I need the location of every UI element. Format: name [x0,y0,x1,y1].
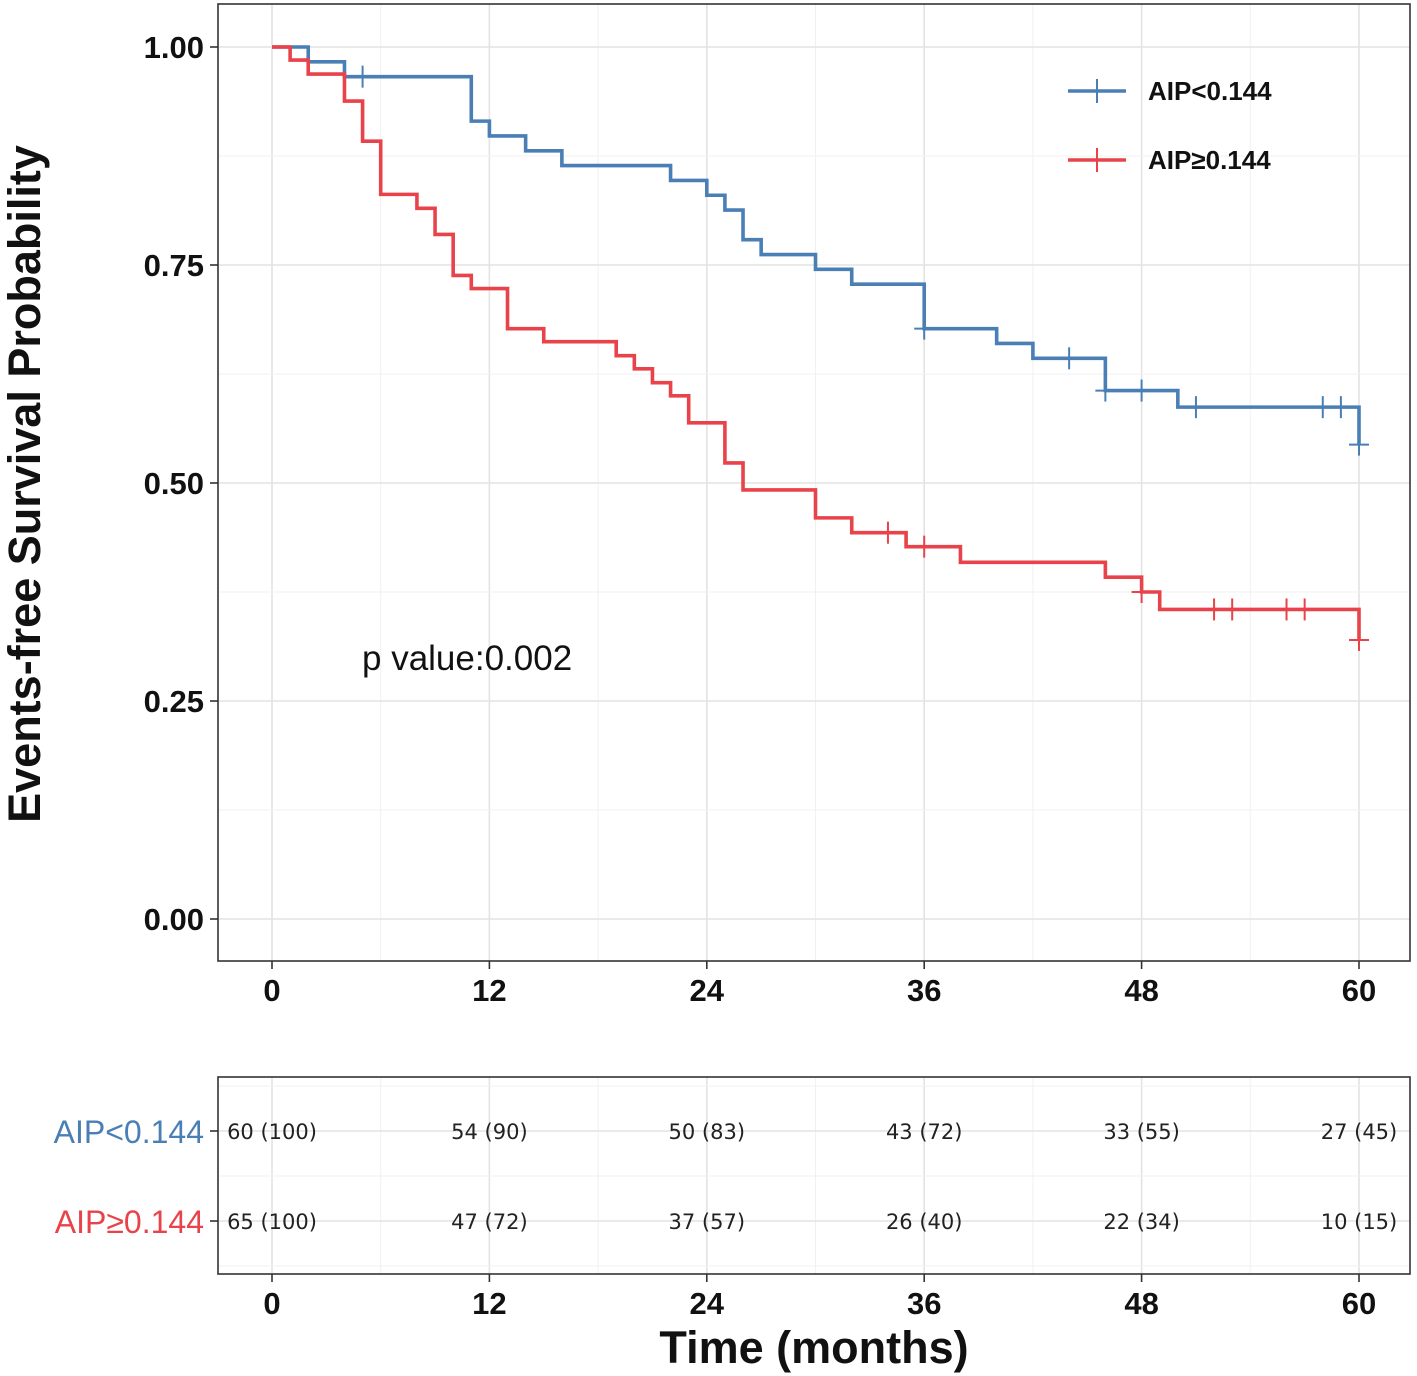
risk-strata-label: AIP≥0.144 [55,1204,204,1240]
risk-cell: 10 (15) [1321,1210,1398,1234]
risk-x-tick-label: 12 [472,1286,506,1321]
risk-cell: 50 (83) [669,1120,746,1144]
risk-table-panel: 60 (100) 54 (90) 50 (83) 43 (72) 33 (55) 27 (… [54,1076,1411,1373]
y-axis-title: Events-free Survival Probability [0,145,50,823]
legend: AIP<0.144 AIP≥0.144 [1068,76,1272,175]
survival-curves [272,45,1369,651]
y-tick-label: 0.00 [144,902,204,937]
x-tick-label: 24 [690,973,725,1008]
x-tick-label: 48 [1124,973,1158,1008]
risk-table-gridlines [218,1077,1410,1274]
survival-plot-panel: 0.00 0.25 0.50 0.75 1.00 0 12 24 36 48 60 p value… [0,3,1411,1008]
risk-cell: 65 (100) [227,1210,317,1234]
y-tick-label: 0.50 [144,466,204,501]
risk-table-strata-labels: AIP<0.144 AIP≥0.144 [54,1114,218,1240]
risk-x-tick-label: 36 [907,1286,941,1321]
risk-cell: 26 (40) [886,1210,963,1234]
risk-cell: 54 (90) [451,1120,528,1144]
risk-x-tick-label: 48 [1124,1286,1158,1321]
p-value-annotation: p value:0.002 [362,639,572,678]
risk-cell: 33 (55) [1103,1120,1180,1144]
series-line-low [272,45,1361,445]
y-axis: 0.00 0.25 0.50 0.75 1.00 [144,30,218,937]
risk-cell: 22 (34) [1103,1210,1180,1234]
x-axis: 0 12 24 36 48 60 [263,961,1376,1008]
risk-cell: 27 (45) [1321,1120,1398,1144]
risk-table-border [217,1076,1411,1275]
x-tick-label: 12 [472,973,506,1008]
x-axis-title: Time (months) [659,1322,968,1373]
risk-x-tick-label: 60 [1342,1286,1376,1321]
risk-cell: 60 (100) [227,1120,317,1144]
legend-label-low: AIP<0.144 [1148,76,1272,106]
x-tick-label: 60 [1342,973,1376,1008]
series-line-high [272,45,1361,640]
y-tick-label: 1.00 [144,30,204,65]
risk-table-cells: 60 (100) 54 (90) 50 (83) 43 (72) 33 (55) 27 (… [227,1120,1397,1234]
y-tick-label: 0.75 [144,248,204,283]
x-tick-label: 0 [263,973,280,1008]
risk-cell: 43 (72) [886,1120,963,1144]
plot-gridlines [218,4,1410,961]
risk-strata-label: AIP<0.144 [54,1114,204,1150]
risk-x-tick-label: 0 [263,1286,280,1321]
risk-cell: 47 (72) [451,1210,528,1234]
risk-cell: 37 (57) [669,1210,746,1234]
legend-label-high: AIP≥0.144 [1148,145,1271,175]
y-tick-label: 0.25 [144,684,204,719]
x-tick-label: 36 [907,973,941,1008]
risk-table-x-axis: 0 12 24 36 48 60 [263,1274,1376,1321]
risk-x-tick-label: 24 [690,1286,725,1321]
